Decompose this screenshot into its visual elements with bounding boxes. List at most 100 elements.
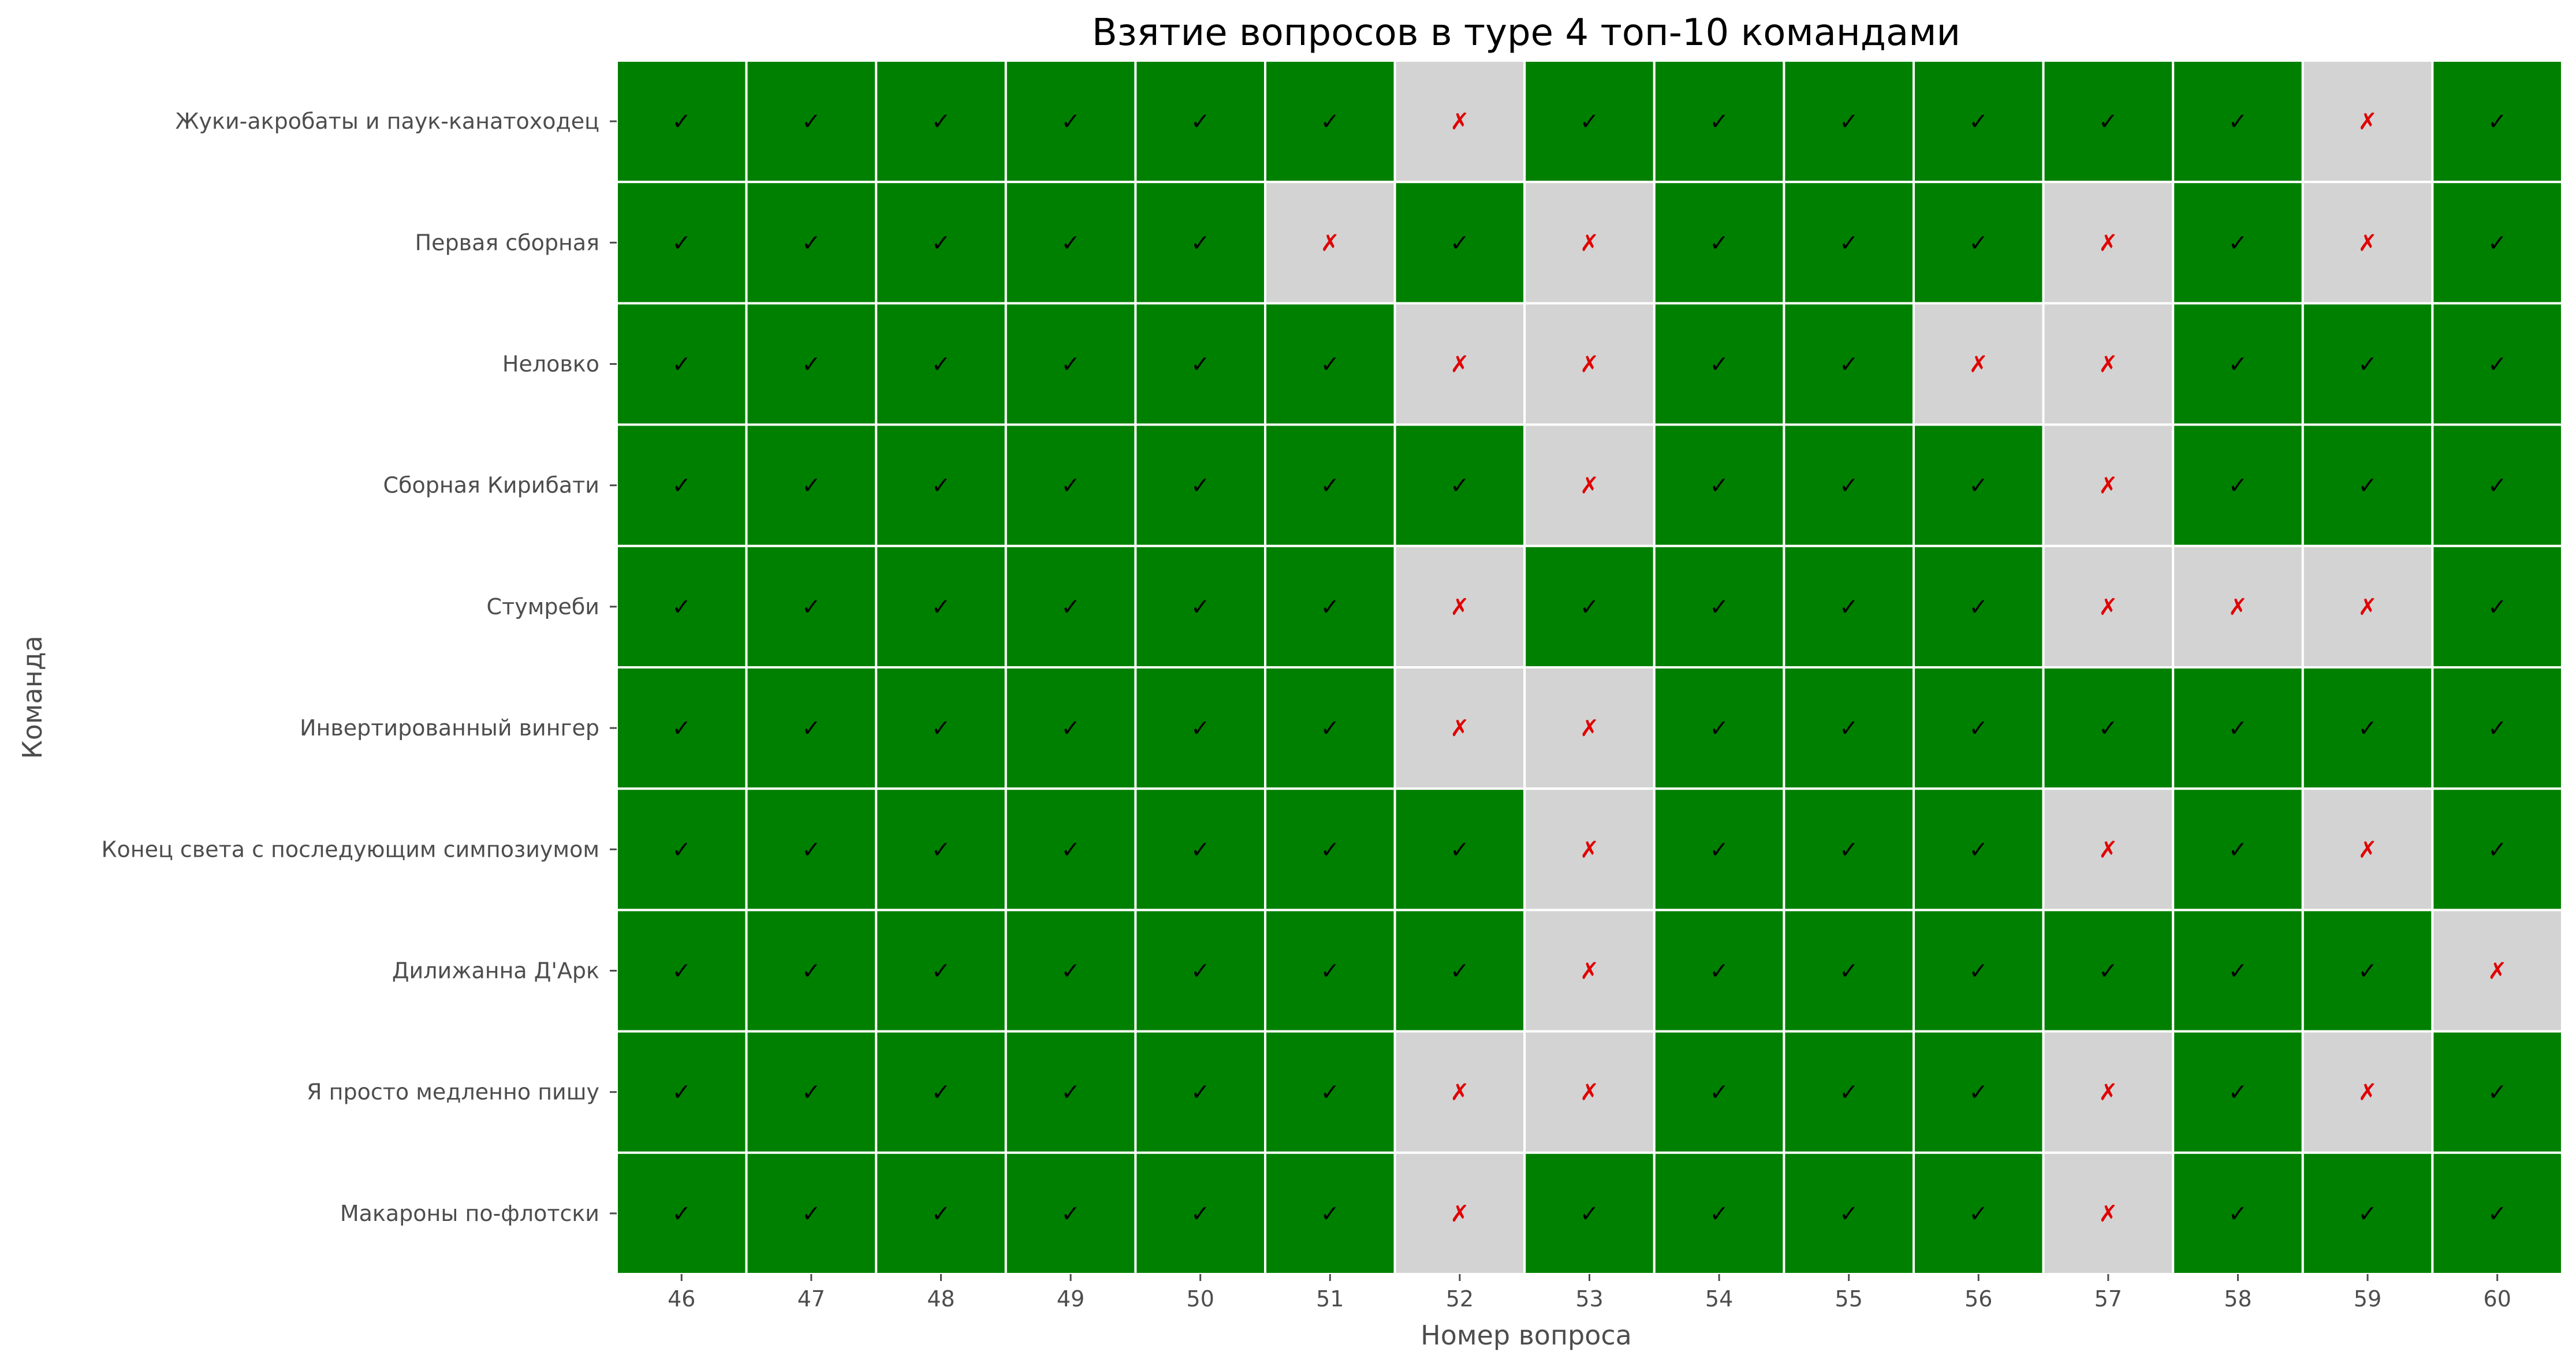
taken-mark: ✓	[931, 594, 951, 621]
heatmap-cell	[1783, 544, 1915, 668]
taken-mark: ✓	[1709, 1080, 1729, 1106]
heatmap-cell	[2431, 302, 2563, 426]
taken-mark: ✓	[1839, 594, 1859, 621]
missed-mark: ✗	[1969, 352, 1989, 378]
taken-mark: ✓	[1580, 1201, 1600, 1227]
heatmap-cell	[2172, 787, 2304, 912]
taken-mark: ✓	[2488, 473, 2507, 499]
taken-mark: ✓	[1321, 594, 1340, 621]
taken-mark: ✓	[2488, 836, 2507, 863]
taken-mark: ✓	[801, 109, 821, 135]
heatmap-cell	[1393, 1151, 1526, 1276]
heatmap-cell	[2172, 1151, 2304, 1276]
heatmap-cell	[2042, 181, 2175, 305]
taken-mark: ✓	[2488, 1201, 2507, 1227]
missed-mark: ✗	[1580, 836, 1600, 863]
heatmap-cell	[745, 59, 878, 184]
missed-mark: ✗	[1580, 715, 1600, 742]
heatmap-cell	[745, 909, 878, 1033]
taken-mark: ✓	[1969, 1201, 1989, 1227]
y-tick-label: Первая сборная	[415, 230, 599, 255]
taken-mark: ✓	[1191, 230, 1210, 256]
taken-mark: ✓	[801, 836, 821, 863]
taken-mark: ✓	[1580, 109, 1600, 135]
heatmap-cell	[875, 1030, 1007, 1154]
taken-mark: ✓	[1191, 715, 1210, 742]
taken-mark: ✓	[1709, 836, 1729, 863]
taken-mark: ✓	[2228, 958, 2248, 985]
taken-mark: ✓	[1709, 473, 1729, 499]
taken-mark: ✓	[801, 230, 821, 256]
taken-mark: ✓	[672, 715, 692, 742]
heatmap-cell	[2042, 666, 2175, 790]
heatmap-cell	[1393, 909, 1526, 1033]
taken-mark: ✓	[1191, 473, 1210, 499]
heatmap-cell	[2431, 1151, 2563, 1276]
taken-mark: ✓	[931, 473, 951, 499]
heatmap-cell	[1523, 59, 1656, 184]
taken-mark: ✓	[2488, 715, 2507, 742]
heatmap-cell	[745, 1030, 878, 1154]
heatmap-cell	[1783, 1151, 1915, 1276]
heatmap-cell	[2431, 666, 2563, 790]
y-tick-label: Сборная Кирибати	[383, 473, 599, 498]
heatmap-cell	[1264, 1030, 1396, 1154]
taken-mark: ✓	[672, 1201, 692, 1227]
heatmap-cell	[2172, 302, 2304, 426]
heatmap-cell	[616, 302, 748, 426]
x-tick-label: 55	[1835, 1286, 1863, 1312]
taken-mark: ✓	[1709, 352, 1729, 378]
heatmap-cell	[1783, 666, 1915, 790]
heatmap-cell	[616, 787, 748, 912]
cell-marks: ✓ ✓ ✓ ✓ ✓ ✓ ✗ ✓ ✓ ✓ ✓ ✓ ✓ ✗ ✓ ✓ ✓ ✓ ✓ ✓ ✗ ✓ ✗ ✓ ✓ ✓ ✗ ✓ ✗ ✓ ✓ ✓ ✓ ✓ ✓ ✓ ✗ ✗ ✓ ✓…	[672, 109, 2507, 1227]
taken-mark: ✓	[672, 836, 692, 863]
taken-mark: ✓	[2358, 958, 2377, 985]
heatmap-cell	[616, 544, 748, 668]
y-tick-label: Дилижанна Д'Арк	[392, 958, 599, 984]
missed-mark: ✗	[1450, 1080, 1470, 1106]
missed-mark: ✗	[2488, 958, 2507, 985]
taken-mark: ✓	[672, 109, 692, 135]
heatmap-cell	[1913, 909, 2045, 1033]
taken-mark: ✓	[2488, 594, 2507, 621]
heatmap-cell	[2301, 1030, 2434, 1154]
heatmap-cell	[1134, 181, 1267, 305]
heatmap-cell	[1264, 787, 1396, 912]
taken-mark: ✓	[1191, 594, 1210, 621]
taken-mark: ✓	[2228, 1201, 2248, 1227]
taken-mark: ✓	[672, 473, 692, 499]
taken-mark: ✓	[2228, 1080, 2248, 1106]
taken-mark: ✓	[1969, 715, 1989, 742]
heatmap-cell	[875, 423, 1007, 547]
heatmap-cell	[2042, 1030, 2175, 1154]
y-tick-label: Конец света с последующим симпозиумом	[102, 836, 600, 862]
heatmap-cell	[2431, 181, 2563, 305]
missed-mark: ✗	[2098, 473, 2118, 499]
missed-mark: ✗	[2228, 594, 2248, 621]
heatmap-cell	[1393, 302, 1526, 426]
taken-mark: ✓	[1709, 230, 1729, 256]
taken-mark: ✓	[1839, 715, 1859, 742]
taken-mark: ✓	[1450, 473, 1470, 499]
taken-mark: ✓	[1061, 594, 1080, 621]
heatmap-cell	[2301, 1151, 2434, 1276]
taken-mark: ✓	[1450, 836, 1470, 863]
heatmap-cell	[1264, 423, 1396, 547]
y-tick-label: Жуки-акробаты и паук-канатоходец	[176, 109, 599, 134]
taken-mark: ✓	[2488, 109, 2507, 135]
heatmap-cell	[1653, 544, 1785, 668]
heatmap-cell	[1264, 666, 1396, 790]
taken-mark: ✓	[931, 715, 951, 742]
x-tick-label: 53	[1575, 1286, 1603, 1312]
taken-mark: ✓	[2358, 352, 2377, 378]
taken-mark: ✓	[801, 352, 821, 378]
heatmap-cell	[2172, 544, 2304, 668]
taken-mark: ✓	[2488, 1080, 2507, 1106]
taken-mark: ✓	[1061, 109, 1080, 135]
taken-mark: ✓	[931, 958, 951, 985]
y-tick-label: Стумреби	[487, 594, 599, 619]
taken-mark: ✓	[1709, 1201, 1729, 1227]
taken-mark: ✓	[2098, 715, 2118, 742]
taken-mark: ✓	[801, 594, 821, 621]
taken-mark: ✓	[1839, 836, 1859, 863]
